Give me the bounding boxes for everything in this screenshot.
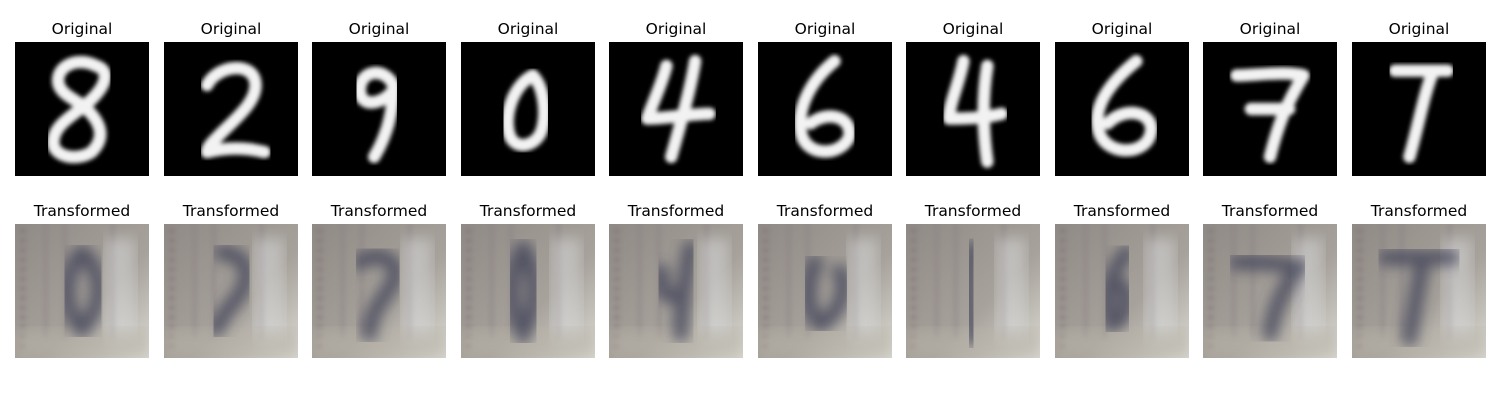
- blurry-transformed-0-image: [461, 224, 595, 358]
- handwritten-digit-4-image: [609, 42, 743, 176]
- handwritten-digit-0-image: [461, 42, 595, 176]
- handwritten-digit-7-image: [1203, 42, 1337, 176]
- handwritten-digit-2-image: [164, 42, 298, 176]
- handwritten-digit-6-image: [1055, 42, 1189, 176]
- original-panel-title: Original: [794, 20, 856, 38]
- original-panel-title: Original: [645, 20, 707, 38]
- blurry-transformed-6-image: [758, 224, 892, 358]
- transformed-panel-title: Transformed: [479, 202, 577, 220]
- original-panel-title: Original: [1091, 20, 1153, 38]
- handwritten-digit-9-image: [312, 42, 446, 176]
- transformed-panel-title: Transformed: [1221, 202, 1319, 220]
- blurry-transformed-7-image: [1352, 224, 1486, 358]
- original-panel-title: Original: [51, 20, 113, 38]
- transformed-panel-title: Transformed: [627, 202, 725, 220]
- handwritten-digit-7-image: [1352, 42, 1486, 176]
- handwritten-digit-4-image: [906, 42, 1040, 176]
- original-panel-title: Original: [348, 20, 410, 38]
- original-panel-title: Original: [200, 20, 262, 38]
- blurry-transformed-6-image: [1055, 224, 1189, 358]
- transformed-panel-title: Transformed: [182, 202, 280, 220]
- blurry-transformed-4-image: [906, 224, 1040, 358]
- transformed-panel-title: Transformed: [33, 202, 131, 220]
- transformed-panel-title: Transformed: [330, 202, 428, 220]
- original-panel-title: Original: [497, 20, 559, 38]
- blurry-transformed-4-image: [609, 224, 743, 358]
- blurry-transformed-2-image: [164, 224, 298, 358]
- original-panel-title: Original: [1239, 20, 1301, 38]
- blurry-transformed-9-image: [312, 224, 446, 358]
- handwritten-digit-8-image: [15, 42, 149, 176]
- transformed-panel-title: Transformed: [924, 202, 1022, 220]
- transformed-panel-title: Transformed: [1073, 202, 1171, 220]
- blurry-transformed-8-image: [15, 224, 149, 358]
- original-panel-title: Original: [942, 20, 1004, 38]
- handwritten-digit-6-image: [758, 42, 892, 176]
- blurry-transformed-7-image: [1203, 224, 1337, 358]
- transformed-panel-title: Transformed: [1370, 202, 1468, 220]
- transformed-panel-title: Transformed: [776, 202, 874, 220]
- original-panel-title: Original: [1388, 20, 1450, 38]
